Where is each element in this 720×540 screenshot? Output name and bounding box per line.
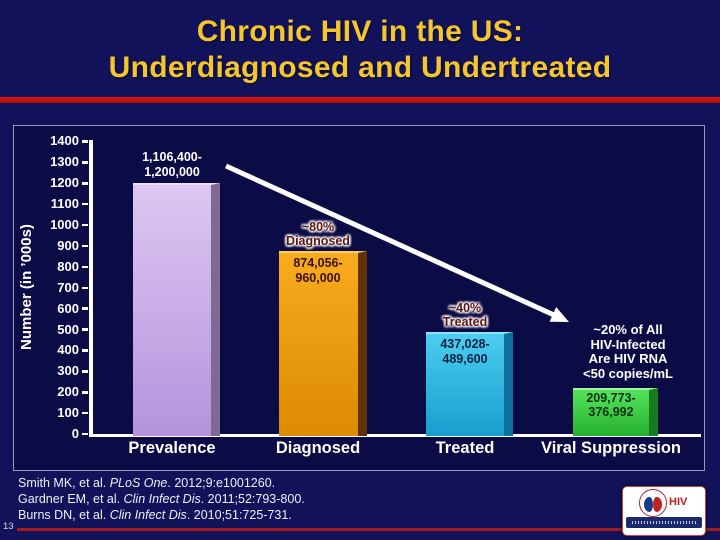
y-tick-mark bbox=[82, 370, 88, 373]
footer-divider bbox=[17, 528, 720, 531]
chart-panel: Number (in ’000s) 1400 1300 1200 1100 1000 90… bbox=[13, 125, 705, 471]
y-tick-label: 300 bbox=[57, 363, 79, 379]
y-tick-mark bbox=[82, 223, 88, 227]
y-tick-label: 800 bbox=[57, 258, 79, 274]
y-tick-mark bbox=[82, 432, 88, 436]
y-tick-mark bbox=[82, 307, 88, 310]
y-tick-label: 100 bbox=[57, 405, 79, 421]
bar-viral-suppression bbox=[573, 387, 658, 436]
y-tick-label: 1000 bbox=[50, 217, 79, 232]
citation-ref: . 2011;52:793-800. bbox=[200, 491, 305, 506]
y-tick-label: 200 bbox=[57, 384, 79, 400]
value-range-line: 874,056- bbox=[293, 256, 343, 271]
logo-emblem bbox=[639, 489, 667, 517]
value-range-line: 960,000 bbox=[295, 270, 341, 285]
value-range-line: 376,992 bbox=[588, 405, 634, 420]
logo-blue-profile-icon bbox=[644, 497, 653, 512]
title-line-1: Chronic HIV in the US: bbox=[196, 15, 524, 48]
y-tick-mark bbox=[82, 202, 88, 206]
citation-line: Burns DN, et al. Clin Infect Dis. 2010;5… bbox=[18, 508, 305, 524]
annotation-line: ~20% of All bbox=[593, 322, 663, 337]
y-tick-mark bbox=[82, 182, 88, 185]
logo-banner-fine-print bbox=[632, 521, 696, 524]
x-axis-label-treated: Treated bbox=[435, 439, 495, 457]
annotation-line: ~80% bbox=[301, 220, 335, 235]
title-divider bbox=[0, 97, 720, 103]
x-axis-line bbox=[89, 433, 701, 437]
citation-ref: . 2010;51:725-731. bbox=[186, 507, 292, 522]
citation-journal: Clin Infect Dis bbox=[123, 491, 201, 506]
annotation: ~20% of All HIV-Infected Are HIV RNA <50 co… bbox=[553, 322, 703, 381]
y-tick-label: 900 bbox=[57, 237, 79, 253]
citation-journal: Clin Infect Dis bbox=[109, 507, 187, 522]
y-tick-label: 1200 bbox=[50, 175, 79, 191]
y-tick-label: 1100 bbox=[50, 196, 79, 212]
y-tick-mark bbox=[82, 161, 88, 164]
y-tick-label: 600 bbox=[57, 300, 79, 316]
x-axis-label-prevalence: Prevalence bbox=[128, 439, 216, 457]
y-tick-mark bbox=[82, 391, 88, 394]
y-tick-label: 1300 bbox=[50, 154, 79, 170]
slide-number: 13 bbox=[3, 521, 14, 532]
annotation-line: HIV-Infected bbox=[590, 336, 666, 352]
annotation-line: ~40% bbox=[448, 301, 482, 316]
value-range-label: 874,056- 960,000 bbox=[248, 256, 388, 285]
cco-hiv-logo: HIV bbox=[622, 486, 706, 536]
annotation-line: Diagnosed bbox=[286, 234, 350, 249]
x-axis-label-viral-suppression: Viral Suppression bbox=[541, 439, 681, 457]
citation-authors: Smith MK, et al. bbox=[18, 476, 110, 490]
bar-treated bbox=[426, 332, 513, 436]
value-range-label: 437,028- 489,600 bbox=[395, 337, 535, 366]
annotation: ~40% Treated bbox=[390, 301, 540, 329]
value-range-label: 1,106,400- 1,200,000 bbox=[102, 150, 242, 179]
annotation-line: Treated bbox=[442, 315, 488, 330]
y-tick-mark bbox=[82, 328, 88, 331]
y-tick-label: 0 bbox=[71, 426, 79, 441]
citation-line: Gardner EM, et al. Clin Infect Dis. 2011… bbox=[18, 492, 305, 508]
value-range-line: 209,773- bbox=[586, 390, 636, 405]
y-tick-mark bbox=[82, 349, 88, 352]
citation-ref: . 2012;9:e1001260. bbox=[167, 476, 276, 490]
annotation-line: <50 copies/mL bbox=[583, 365, 673, 381]
title-line-2: Underdiagnosed and Undertreated bbox=[108, 51, 612, 84]
y-tick-label: 700 bbox=[57, 279, 79, 295]
citation-line: Smith MK, et al. PLoS One. 2012;9:e10012… bbox=[18, 476, 305, 492]
citations: Smith MK, et al. PLoS One. 2012;9:e10012… bbox=[18, 476, 305, 523]
annotation: ~80% Diagnosed bbox=[243, 220, 393, 248]
y-tick-mark bbox=[82, 265, 88, 269]
annotation-line: Are HIV RNA bbox=[588, 351, 668, 366]
y-axis-line bbox=[89, 140, 93, 436]
y-tick-label: 400 bbox=[57, 342, 79, 358]
value-range-line: 437,028- bbox=[440, 337, 490, 352]
slide-title: Chronic HIV in the US: Underdiagnosed an… bbox=[0, 14, 720, 86]
y-tick-mark bbox=[82, 411, 88, 415]
y-tick-mark bbox=[82, 140, 88, 143]
y-tick-label: 1400 bbox=[50, 133, 79, 149]
bar-prevalence bbox=[133, 183, 220, 436]
value-range-line: 1,200,000 bbox=[144, 164, 200, 179]
citation-authors: Gardner EM, et al. bbox=[18, 491, 124, 506]
x-axis-label-diagnosed: Diagnosed bbox=[275, 439, 361, 457]
value-range-line: 1,106,400- bbox=[142, 150, 202, 165]
y-tick-mark bbox=[82, 286, 88, 289]
citation-journal: PLoS One bbox=[109, 476, 168, 490]
value-range-label: 209,773- 376,992 bbox=[541, 391, 681, 420]
logo-red-profile-icon bbox=[653, 497, 662, 512]
y-tick-mark bbox=[82, 244, 88, 248]
citation-authors: Burns DN, et al. bbox=[18, 507, 110, 522]
value-range-line: 489,600 bbox=[442, 351, 488, 366]
logo-banner bbox=[626, 517, 702, 528]
logo-hiv-text: HIV bbox=[669, 496, 688, 508]
y-tick-label: 500 bbox=[57, 321, 79, 337]
